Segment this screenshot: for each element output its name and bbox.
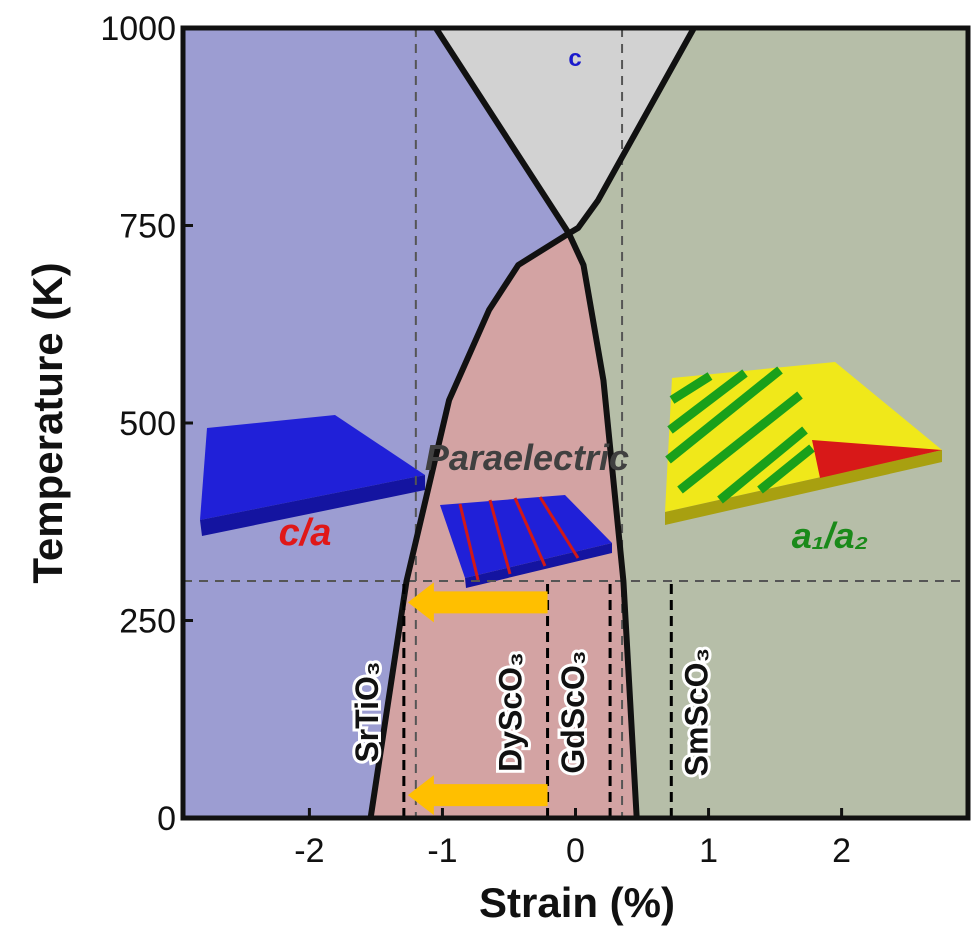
x-tick-label: -2 xyxy=(294,832,324,870)
phase-label: a₁/a₂ xyxy=(792,515,868,556)
phase-label: Paraelectric xyxy=(425,437,629,478)
y-tick-label: 1000 xyxy=(100,10,176,48)
phase-label: c xyxy=(568,45,581,72)
phase-label: c/a xyxy=(279,512,332,554)
x-axis-label: Strain (%) xyxy=(479,879,675,926)
x-tick-label: 0 xyxy=(566,832,585,870)
x-tick-label: 1 xyxy=(699,832,718,870)
y-tick-label: 750 xyxy=(119,208,176,246)
substrate-label: GdScO₃ xyxy=(555,650,591,773)
y-tick-label: 0 xyxy=(157,800,176,838)
chart: SrTiO₃ DyScO₃ GdScO₃ SmScO₃ c c/a Paraelectric… xyxy=(0,0,971,929)
substrate-label: SmScO₃ xyxy=(678,648,714,777)
y-tick-label: 500 xyxy=(119,405,176,443)
x-tick-label: -1 xyxy=(427,832,457,870)
y-axis-label: Temperature (K) xyxy=(24,262,71,583)
substrate-label: DyScO₃ xyxy=(493,652,529,772)
x-tick-label: 2 xyxy=(832,832,851,870)
substrate-label: SrTiO₃ xyxy=(349,661,385,762)
y-tick-label: 250 xyxy=(119,603,176,641)
